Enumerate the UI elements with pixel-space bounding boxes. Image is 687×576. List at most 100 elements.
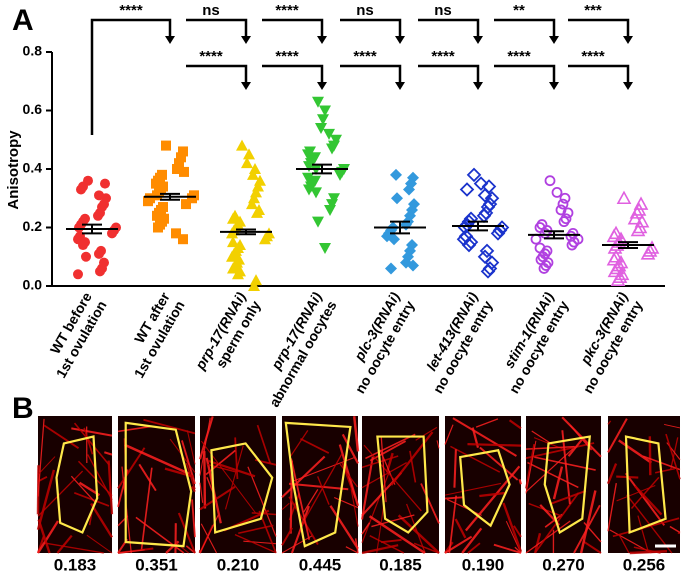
filament (117, 549, 145, 554)
filament (191, 485, 196, 493)
filament (381, 539, 402, 544)
significance-label: **** (353, 48, 377, 65)
x-tick-label: pkc-3(RNAi)no oocyte entry (576, 289, 645, 396)
data-point (153, 222, 163, 233)
filament (70, 475, 97, 504)
significance-label: **** (275, 48, 299, 65)
significance-label: **** (199, 48, 223, 65)
significance-arrow (317, 36, 327, 44)
micrograph (608, 416, 680, 553)
significance-bracket (90, 18, 172, 135)
filament (527, 461, 579, 489)
significance-bracket (186, 64, 248, 84)
filament (376, 500, 385, 554)
filament (415, 426, 438, 441)
data-point (250, 274, 262, 286)
filament (365, 433, 416, 460)
significance-bracket (494, 64, 556, 84)
filament (444, 424, 454, 445)
filament (664, 423, 681, 429)
cell-outline (124, 421, 193, 548)
data-point (459, 182, 475, 197)
filament (104, 451, 113, 456)
significance-label: **** (507, 48, 531, 65)
cell-outline (459, 448, 511, 528)
filament (561, 430, 571, 505)
data-point (551, 186, 563, 198)
data-point (73, 269, 83, 280)
significance-label: *** (584, 2, 602, 19)
y-tick-label: 0.2 (23, 218, 43, 234)
data-point (616, 190, 632, 205)
data-point (172, 164, 182, 174)
filament (191, 499, 196, 538)
significance-label: **** (581, 48, 605, 65)
data-point (232, 268, 244, 280)
filament (624, 472, 666, 526)
data-point (477, 249, 493, 265)
data-point (530, 233, 542, 245)
anisotropy-value: 0.190 (462, 555, 505, 574)
filament (513, 525, 522, 538)
filament (436, 440, 440, 449)
filament (368, 515, 426, 555)
micrograph (445, 416, 521, 553)
data-point (627, 211, 643, 225)
data-point (391, 192, 403, 205)
filament (164, 467, 195, 478)
significance-arrow (165, 36, 175, 44)
filament (634, 485, 663, 516)
data-point (557, 198, 569, 210)
data-point (461, 237, 477, 253)
filament (665, 433, 681, 480)
filament (186, 430, 196, 465)
filament (579, 490, 597, 554)
data-point (227, 262, 239, 274)
filament (454, 518, 467, 539)
filament (502, 502, 523, 553)
filament (397, 514, 440, 554)
filament (281, 527, 293, 546)
filament (371, 514, 415, 528)
significance-bracket (262, 64, 324, 84)
filament (200, 523, 218, 554)
filament (290, 458, 311, 540)
filament (281, 455, 326, 499)
significance-label: ns (434, 2, 452, 19)
filament (288, 482, 349, 491)
filament (43, 542, 104, 554)
significance-arrow (473, 36, 483, 44)
data-point (319, 242, 331, 254)
filament (117, 425, 153, 433)
filament (43, 424, 80, 449)
cell-outline (210, 442, 274, 534)
data-point (640, 246, 656, 260)
significance-arrow (473, 82, 483, 90)
significance-arrow (395, 36, 405, 44)
data-point (334, 169, 346, 181)
data-point (473, 176, 489, 191)
filament (479, 491, 507, 498)
data-point (390, 168, 402, 181)
filament (143, 418, 196, 435)
y-tick-label: 0.0 (23, 277, 43, 293)
filament (135, 516, 185, 554)
filament (405, 503, 426, 554)
filament (467, 443, 522, 447)
y-tick-label: 0.4 (23, 160, 43, 176)
filament (629, 549, 668, 555)
filament (300, 438, 330, 454)
cell-outline (543, 435, 591, 535)
filament (317, 476, 330, 505)
filament (525, 520, 571, 554)
filament (350, 488, 359, 527)
y-tick-label: 0.6 (23, 101, 43, 117)
significance-bracket (568, 64, 630, 84)
filament (607, 418, 628, 453)
filament (448, 495, 457, 554)
data-point (559, 192, 571, 204)
filament (37, 456, 56, 475)
significance-bracket (568, 18, 630, 38)
